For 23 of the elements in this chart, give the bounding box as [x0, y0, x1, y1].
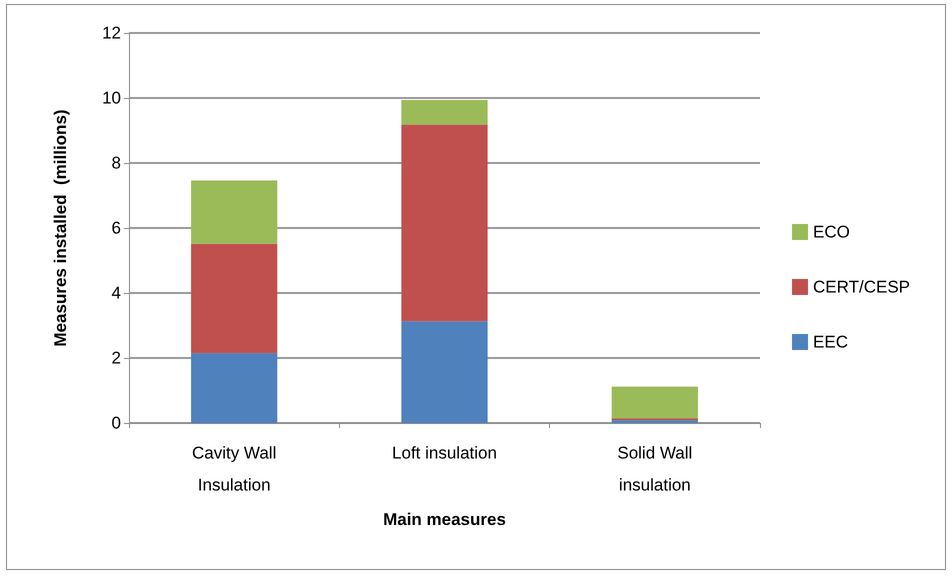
bar	[191, 180, 278, 244]
bar	[401, 124, 488, 322]
y-tick-label: 0	[112, 414, 121, 432]
bar	[401, 321, 488, 423]
y-axis-title: Measures installed (millions)	[51, 109, 70, 347]
legend-label: ECO	[813, 222, 850, 242]
y-tick-label: 10	[102, 88, 121, 108]
x-tick-label: Loft insulation	[392, 444, 497, 462]
y-tick-label: 8	[112, 154, 121, 172]
bar	[612, 420, 698, 423]
bar	[401, 100, 488, 125]
y-tick-label: 2	[112, 348, 121, 368]
y-tick-label: 4	[112, 284, 121, 302]
bar	[191, 244, 278, 354]
legend-label: EEC	[813, 332, 848, 352]
legend-label: CERT/CESP	[813, 278, 910, 296]
y-tick-label: 6	[112, 218, 121, 238]
y-tick-label: 12	[102, 24, 121, 42]
x-tick-label: Cavity Wall Insulation	[192, 444, 276, 494]
x-axis-title: Main measures	[383, 510, 506, 529]
bar	[612, 386, 698, 418]
x-tick-label: Solid Wall insulation	[617, 444, 692, 494]
bar	[191, 353, 278, 423]
